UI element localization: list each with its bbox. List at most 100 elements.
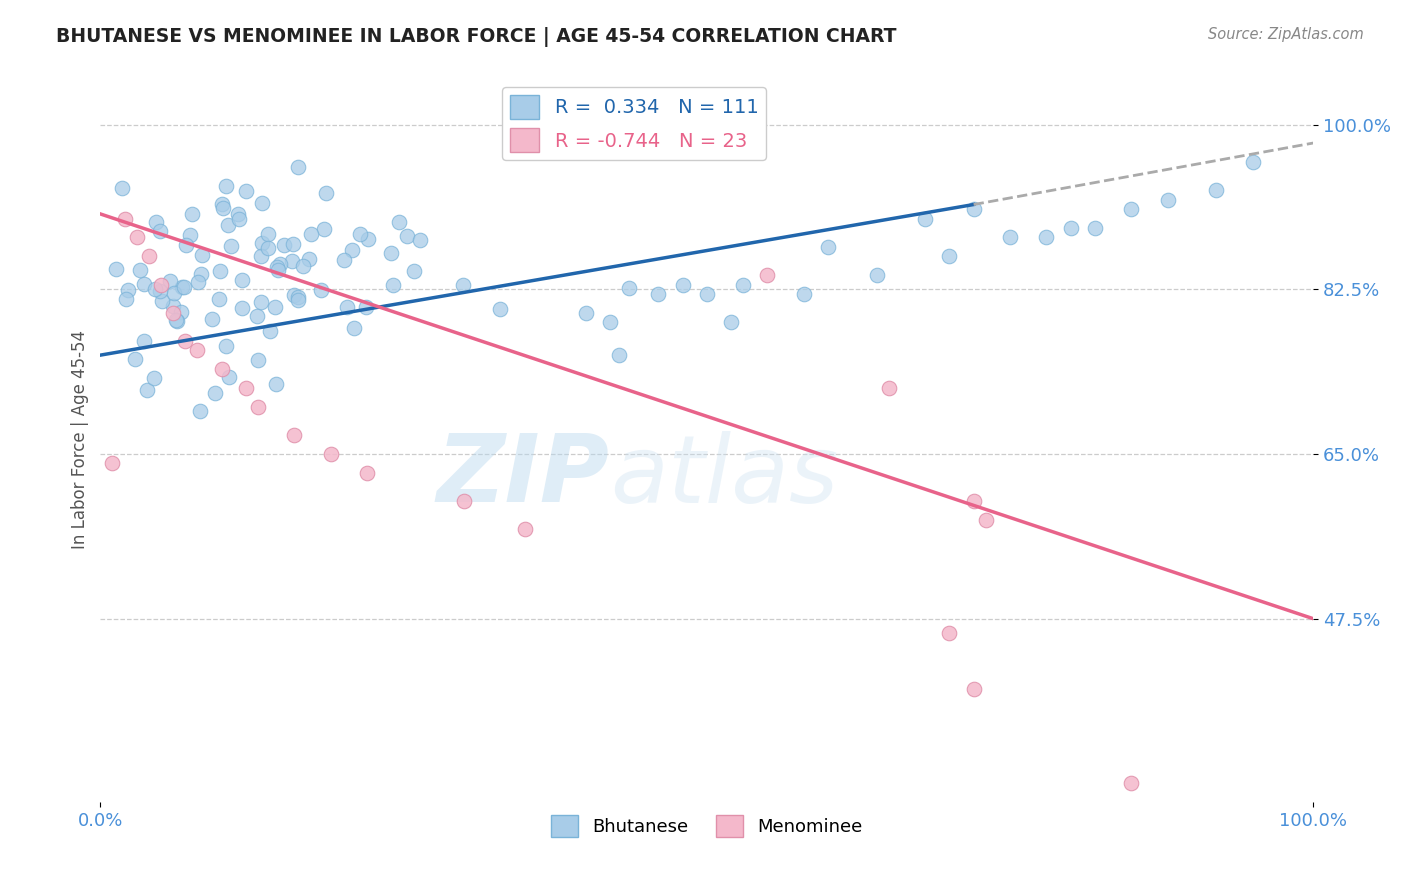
Point [226,207,249,221]
Point [647,287,669,301]
Point [336,300,359,314]
Point [402,264,425,278]
Point [333,252,356,267]
Point [174,334,197,348]
Point [250,196,273,211]
Point [877,381,900,395]
Point [101,456,124,470]
Point [280,253,302,268]
Point [513,522,536,536]
Point [190,267,212,281]
Point [974,513,997,527]
Point [283,236,305,251]
Point [246,310,269,324]
Point [129,263,152,277]
Point [186,343,208,358]
Point [315,186,337,200]
Point [145,215,167,229]
Point [696,287,718,301]
Point [104,262,127,277]
Point [266,260,288,274]
Point [599,315,621,329]
Point [257,241,280,255]
Point [388,215,411,229]
Point [208,292,231,306]
Point [180,207,202,221]
Point [396,229,419,244]
Point [173,280,195,294]
Point [115,292,138,306]
Point [488,302,510,317]
Point [963,202,986,217]
Point [998,230,1021,244]
Point [190,248,212,262]
Point [149,224,172,238]
Point [356,232,378,246]
Point [235,381,257,395]
Point [163,285,186,300]
Point [1121,776,1143,790]
Point [149,285,172,299]
Point [124,352,146,367]
Point [287,290,309,304]
Point [1084,221,1107,235]
Point [299,227,322,241]
Text: atlas: atlas [610,431,838,522]
Text: ZIP: ZIP [437,430,610,522]
Point [938,249,960,263]
Point [914,211,936,226]
Point [249,249,271,263]
Point [235,184,257,198]
Point [204,385,226,400]
Point [292,259,315,273]
Point [219,239,242,253]
Point [312,222,335,236]
Point [938,625,960,640]
Point [264,300,287,314]
Point [607,348,630,362]
Point [228,211,250,226]
Point [720,315,742,329]
Point [451,277,474,292]
Point [273,237,295,252]
Point [143,371,166,385]
Point [125,230,148,244]
Point [1157,193,1180,207]
Point [287,160,309,174]
Point [150,277,173,292]
Point [218,370,240,384]
Point [1060,221,1083,235]
Point [319,447,342,461]
Point [574,306,596,320]
Y-axis label: In Labor Force | Age 45-54: In Labor Force | Age 45-54 [72,330,89,549]
Point [162,306,184,320]
Point [162,299,184,313]
Point [733,277,755,292]
Point [409,233,432,247]
Point [269,256,291,270]
Point [1035,230,1057,244]
Point [201,312,224,326]
Point [963,494,986,508]
Point [354,300,377,314]
Point [231,301,253,315]
Point [349,227,371,242]
Point [756,268,779,282]
Point [297,252,319,266]
Point [287,293,309,308]
Point [138,249,160,263]
Point [187,275,209,289]
Point [215,339,238,353]
Point [309,283,332,297]
Point [111,181,134,195]
Point [617,281,640,295]
Point [817,240,839,254]
Point [671,277,693,292]
Point [150,293,173,308]
Point [188,404,211,418]
Point [382,277,405,292]
Point [134,277,156,291]
Point [283,288,305,302]
Point [380,245,402,260]
Point [166,314,188,328]
